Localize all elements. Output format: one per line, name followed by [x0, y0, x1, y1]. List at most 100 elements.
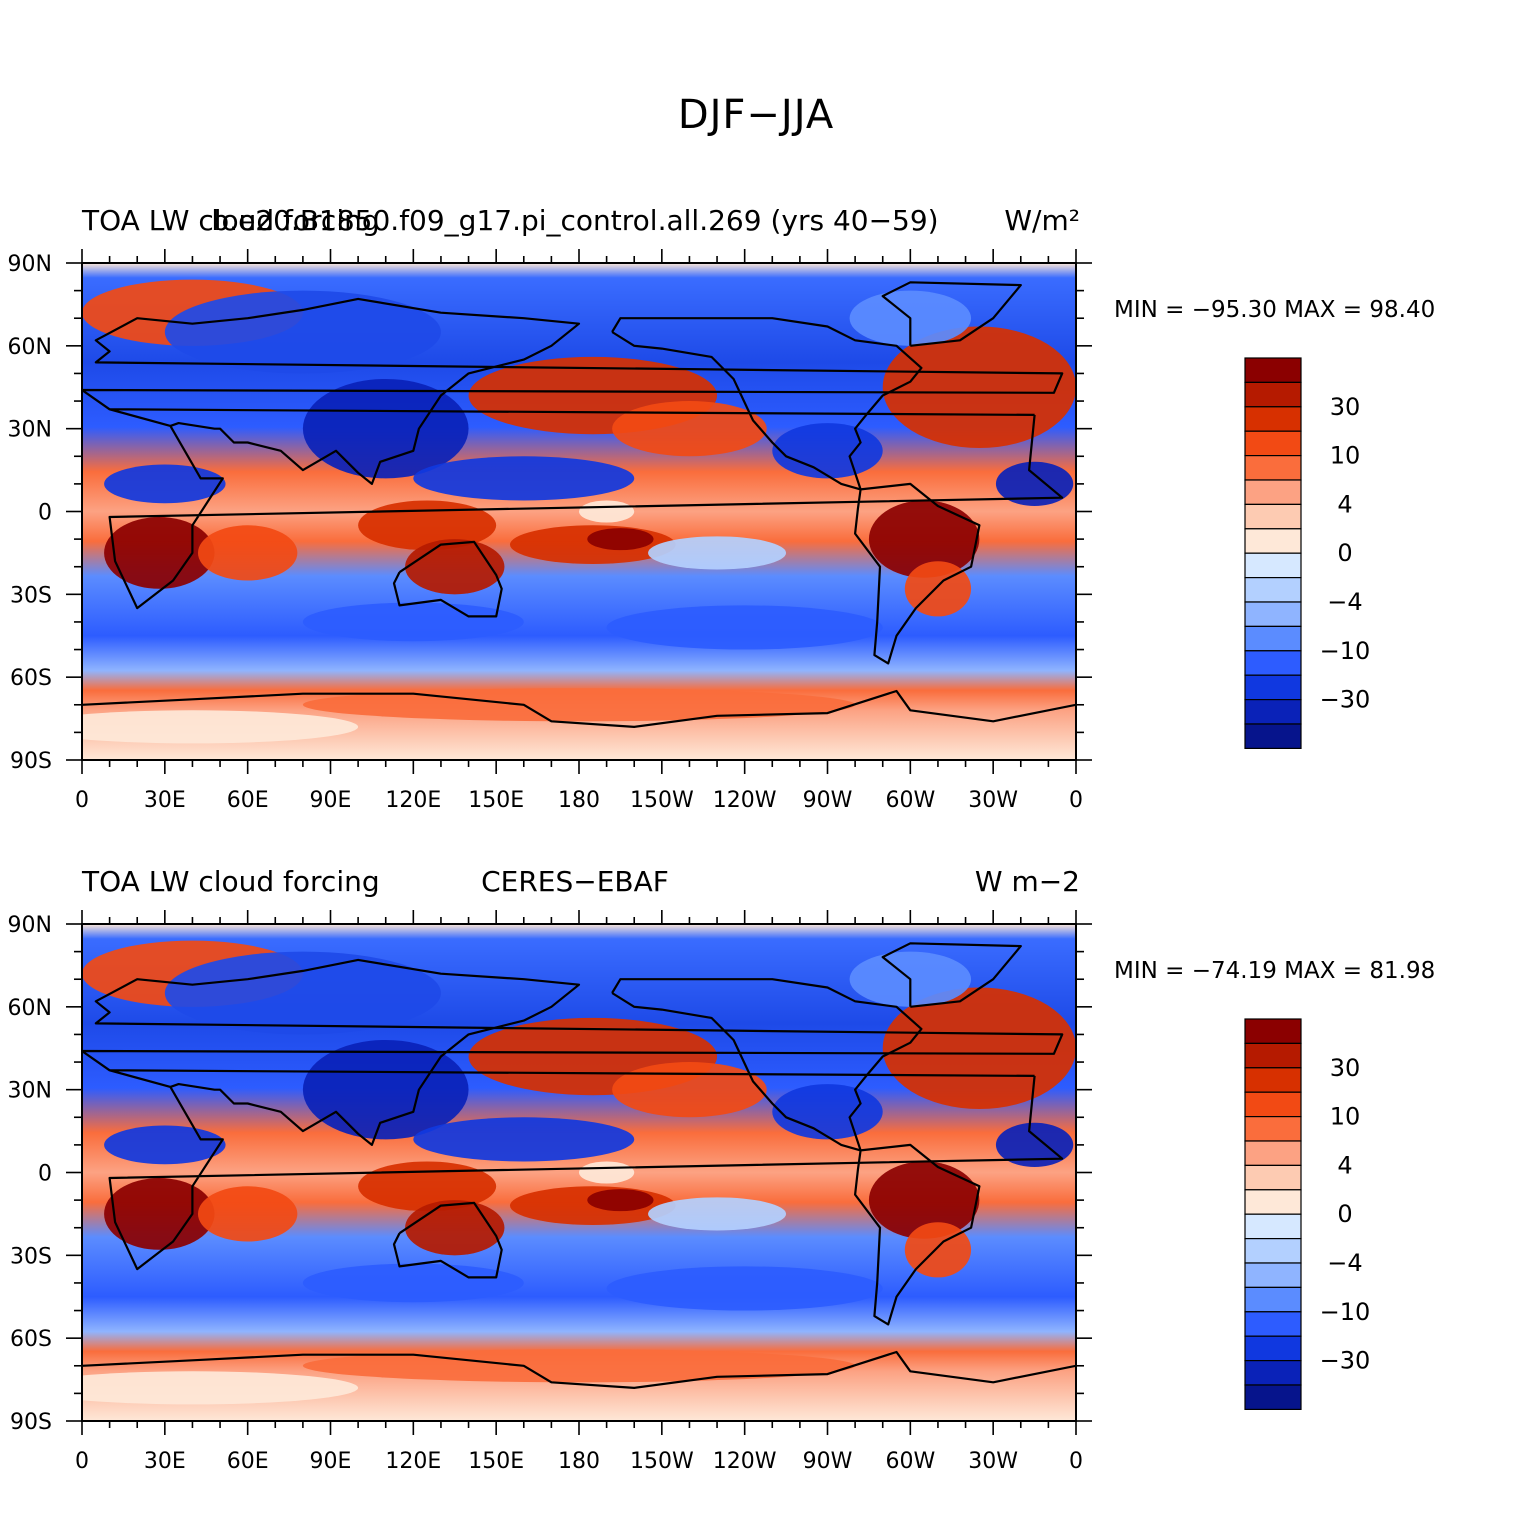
lon-tick-label: 0: [75, 1449, 89, 1474]
lon-tick-label: 180: [558, 1449, 600, 1474]
colorbar: 30 10 4 0 −4 −10 −30: [1244, 1018, 1371, 1410]
colorbar-segment: [1244, 1360, 1302, 1386]
colorbar-label: 0: [1337, 1200, 1352, 1228]
lon-tick-label: 30W: [968, 1449, 1018, 1474]
colorbar-label: −4: [1327, 1249, 1362, 1277]
lat-tick-label: 90N: [8, 252, 52, 277]
colorbar-segment: [1244, 1116, 1302, 1142]
cloud-forcing-field: [82, 263, 1076, 760]
colorbar: 30 10 4 0 −4 −10 −30: [1244, 357, 1371, 749]
lon-tick-label: 90W: [803, 1449, 853, 1474]
lat-tick-label: 60S: [10, 666, 52, 691]
colorbar-label: 10: [1330, 442, 1361, 470]
lat-tick-label: 30S: [10, 1244, 52, 1269]
colorbar-segment: [1244, 1238, 1302, 1264]
lon-tick-label: 30E: [144, 788, 186, 813]
colorbar-segment: [1244, 1286, 1302, 1313]
colorbar-segment: [1244, 357, 1302, 383]
lon-tick-label: 150W: [630, 788, 694, 813]
lon-tick-label: 0: [1069, 1449, 1083, 1474]
colorbar-segment: [1244, 406, 1302, 432]
colorbar-segment: [1244, 674, 1302, 701]
panel-left-label: TOA LW cloud forcing: [81, 204, 380, 237]
lon-tick-label: 150E: [468, 788, 524, 813]
lon-tick-label: 180: [558, 788, 600, 813]
colorbar-label: −30: [1320, 686, 1371, 714]
min-max-label: MIN = −95.30 MAX = 98.40: [1114, 297, 1435, 323]
lat-tick-label: 90N: [8, 913, 52, 938]
colorbar-label: −10: [1320, 637, 1371, 665]
colorbar-segment: [1244, 1018, 1302, 1044]
lat-tick-label: 0: [38, 501, 52, 526]
colorbar-segment: [1244, 723, 1302, 749]
colorbar-segment: [1244, 699, 1302, 725]
lat-tick-label: 90S: [10, 1410, 52, 1435]
colorbar-label: −30: [1320, 1347, 1371, 1375]
colorbar-segment: [1244, 528, 1302, 554]
lon-tick-label: 120E: [385, 1449, 441, 1474]
colorbar-label: 4: [1337, 490, 1352, 518]
colorbar-segment: [1244, 601, 1302, 627]
colorbar-segment: [1244, 479, 1302, 505]
map-panel-observed: 90N 60N 30N 0 30S 60S 90S 0 30E 60E 90E 120E 150E 180…: [8, 865, 1436, 1474]
lon-tick-label: 120W: [713, 1449, 777, 1474]
colorbar-segment: [1244, 577, 1302, 603]
colorbar-label: −10: [1320, 1298, 1371, 1326]
colorbar-segment: [1244, 1213, 1302, 1240]
tick-marks: [66, 910, 1092, 1435]
colorbar-segment: [1244, 1311, 1302, 1337]
lat-tick-label: 30S: [10, 583, 52, 608]
panel-center-label: CERES−EBAF: [481, 865, 669, 898]
lat-tick-label: 0: [38, 1162, 52, 1187]
colorbar-label: 4: [1337, 1151, 1352, 1179]
panel-left-label: TOA LW cloud forcing: [81, 865, 380, 898]
colorbar-label: 10: [1330, 1103, 1361, 1131]
lon-tick-label: 0: [1069, 788, 1083, 813]
panel-units-label: W/m²: [1004, 204, 1080, 237]
colorbar-label: 30: [1330, 393, 1361, 421]
lon-tick-label: 90W: [803, 788, 853, 813]
panel-units-label: W m−2: [975, 865, 1080, 898]
colorbar-segment: [1244, 625, 1302, 652]
colorbar-segment: [1244, 1335, 1302, 1362]
lon-tick-label: 90E: [310, 1449, 352, 1474]
lat-tick-label: 60N: [8, 335, 52, 360]
figure-title: DJF−JJA: [677, 92, 835, 138]
colorbar-segment: [1244, 552, 1302, 579]
lat-tick-label: 60N: [8, 996, 52, 1021]
colorbar-label: 0: [1337, 539, 1352, 567]
colorbar-segment: [1244, 1384, 1302, 1410]
colorbar-label: 30: [1330, 1054, 1361, 1082]
colorbar-segment: [1244, 503, 1302, 530]
colorbar-segment: [1244, 650, 1302, 676]
colorbar-segment: [1244, 381, 1302, 408]
colorbar-segment: [1244, 1042, 1302, 1069]
lon-tick-label: 0: [75, 788, 89, 813]
colorbar-segment: [1244, 455, 1302, 481]
tick-marks: [66, 249, 1092, 774]
lon-tick-label: 30W: [968, 788, 1018, 813]
lat-tick-label: 30N: [8, 418, 52, 443]
lon-tick-label: 150W: [630, 1449, 694, 1474]
min-max-label: MIN = −74.19 MAX = 81.98: [1114, 958, 1435, 984]
lon-tick-label: 120W: [713, 788, 777, 813]
colorbar-segment: [1244, 1091, 1302, 1118]
lat-tick-label: 60S: [10, 1327, 52, 1352]
coastline-overlay: [82, 942, 1076, 1389]
coastline-overlay: [82, 281, 1076, 728]
colorbar-segment: [1244, 1262, 1302, 1288]
lon-tick-label: 60W: [885, 788, 935, 813]
colorbar-segment: [1244, 430, 1302, 457]
colorbar-segment: [1244, 1140, 1302, 1166]
cloud-forcing-field: [82, 924, 1076, 1421]
colorbar-label: −4: [1327, 588, 1362, 616]
lon-tick-label: 60E: [227, 1449, 269, 1474]
lon-tick-label: 60E: [227, 788, 269, 813]
lon-tick-label: 30E: [144, 1449, 186, 1474]
lon-tick-label: 90E: [310, 788, 352, 813]
colorbar-segment: [1244, 1067, 1302, 1093]
colorbar-segment: [1244, 1189, 1302, 1215]
lon-tick-label: 120E: [385, 788, 441, 813]
lat-tick-label: 90S: [10, 749, 52, 774]
colorbar-segment: [1244, 1164, 1302, 1191]
